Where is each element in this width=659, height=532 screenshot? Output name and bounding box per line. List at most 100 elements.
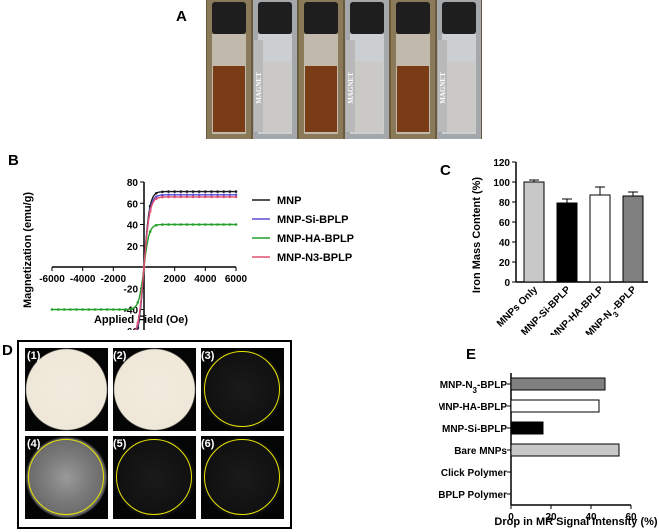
panel-label-d: D	[2, 342, 13, 359]
vial-liquid	[351, 62, 383, 132]
well-label: (5)	[113, 438, 127, 450]
curve-point	[161, 190, 164, 194]
curve-point	[234, 193, 238, 197]
curve-point	[179, 193, 183, 197]
curve-point	[112, 308, 115, 311]
x-tick-label: -6000	[39, 274, 65, 285]
legend-label: MNP-N3-BPLP	[277, 252, 352, 264]
y-tick-label: -40	[124, 306, 139, 317]
bar-3	[510, 421, 544, 435]
vial-liquid	[397, 66, 429, 132]
magnet-bar	[438, 40, 447, 132]
curve-point	[161, 193, 164, 197]
mri-well-4: (4)	[25, 436, 108, 519]
vial-cap	[212, 2, 246, 34]
curve-point	[173, 195, 176, 199]
bar-2	[556, 202, 578, 283]
bar-1	[523, 181, 545, 283]
well-outline	[28, 439, 104, 515]
well-outline	[204, 351, 280, 427]
iron-content-ylabel: Iron Mass Content (%)	[471, 177, 483, 293]
mr-signal-drop-xlabel: Drop in MR Signal Intensity (%)	[494, 516, 658, 528]
vial-liquid	[259, 62, 291, 132]
vial-5	[391, 0, 435, 139]
y-tick-label: -60	[124, 327, 139, 330]
curve-point	[197, 190, 201, 193]
category-label: MNP-HA-BPLP	[439, 402, 507, 413]
curve-point	[185, 190, 189, 193]
curve-point	[204, 190, 207, 193]
well-label: (3)	[201, 350, 215, 362]
curve-point	[173, 223, 176, 226]
category-label: MNP-Si-BPLP	[442, 424, 507, 435]
curve-point	[228, 193, 232, 197]
well-outline	[204, 439, 280, 515]
curve-point	[228, 195, 232, 199]
y-tick-label: 80	[499, 198, 511, 209]
curve-point	[179, 195, 183, 199]
y-tick-label: 0	[504, 278, 510, 289]
category-label-part: -BPLP	[477, 380, 507, 391]
vial-2: MAGNET	[253, 0, 297, 139]
curve-point	[222, 193, 226, 197]
curve-point	[148, 230, 152, 233]
vial-6: MAGNET	[437, 0, 481, 139]
curve-point	[210, 223, 213, 226]
y-tick-label: -20	[124, 284, 139, 295]
vial-cap	[350, 2, 384, 34]
curve-point	[234, 195, 238, 199]
curve-point	[173, 190, 176, 193]
curve-point	[173, 193, 176, 197]
y-tick-label: 60	[499, 218, 511, 229]
curve-point	[185, 223, 189, 226]
x-tick-label: 40	[585, 512, 597, 523]
mri-well-2: (2)	[113, 348, 196, 431]
iron-content-chart: Iron Mass Content (%) 020406080100120MNP…	[471, 158, 648, 335]
magnet-bar	[346, 40, 355, 132]
curve-point	[204, 223, 207, 226]
curve-point	[204, 195, 207, 199]
well-label: (1)	[27, 350, 41, 362]
curve-point	[167, 223, 170, 226]
bar-4	[622, 195, 644, 283]
vial-1	[207, 0, 251, 139]
magnet-text: MAGNET	[439, 72, 447, 104]
y-tick-label: 20	[499, 258, 511, 269]
x-tick-label: 4000	[194, 274, 217, 285]
curve-point	[75, 308, 78, 311]
category-label-sub: 3	[473, 386, 478, 395]
category-label-sub: 3	[611, 309, 621, 319]
mr-signal-drop-chart: Drop in MR Signal Intensity (%) 0 20 40 60 M…	[439, 373, 658, 528]
curve-point	[50, 308, 54, 311]
curve-point	[222, 190, 226, 193]
x-tick-label: 60	[625, 512, 637, 523]
curve-point	[154, 223, 158, 227]
well-label: (6)	[201, 438, 215, 450]
category-label: Click Polymer	[441, 468, 507, 479]
curve-point	[81, 308, 84, 311]
curve-point	[167, 195, 170, 199]
vial-liquid	[305, 66, 337, 132]
curve-point	[216, 193, 219, 197]
curve-point	[185, 195, 189, 199]
mri-well-5: (5)	[113, 436, 196, 519]
curve-point	[105, 308, 109, 311]
magnet-bar	[254, 40, 263, 132]
curve-point	[161, 195, 164, 199]
vial-4: MAGNET	[345, 0, 389, 139]
mri-well-3: (3)	[201, 348, 284, 431]
curve-point	[136, 301, 140, 304]
curve-point	[197, 195, 201, 199]
bar-4	[510, 443, 620, 457]
y-tick-label: 100	[493, 178, 510, 189]
curve-point	[216, 223, 219, 226]
bar-1	[510, 377, 606, 391]
vial-photograph: MAGNET MAGNET MAGNET	[206, 0, 482, 139]
curve-point	[167, 190, 170, 193]
curve-point	[69, 308, 72, 311]
vial-cap	[258, 2, 292, 34]
y-tick-label: 40	[499, 238, 511, 249]
panel-label-a: A	[176, 8, 187, 25]
curve-point	[191, 190, 195, 193]
curve-point	[191, 195, 195, 199]
